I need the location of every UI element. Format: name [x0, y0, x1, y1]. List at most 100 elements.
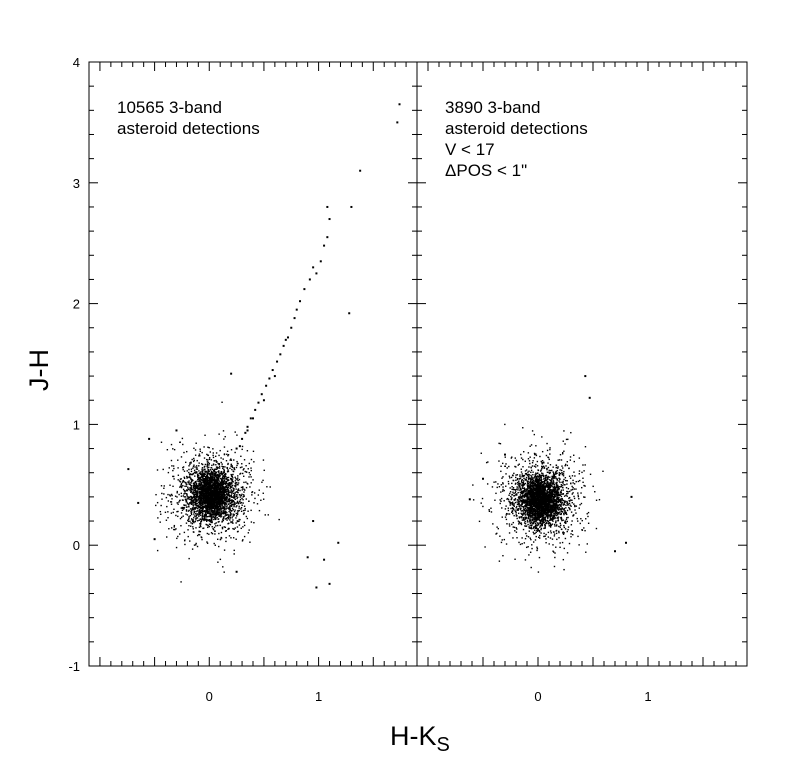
- data-point: [198, 511, 200, 514]
- data-point: [192, 520, 194, 522]
- data-point: [536, 475, 538, 478]
- data-point: [218, 494, 221, 496]
- data-point: [217, 474, 219, 477]
- data-point: [186, 477, 188, 479]
- data-point: [209, 479, 212, 481]
- data-point: [240, 510, 243, 513]
- data-point: [170, 503, 173, 505]
- data-point: [229, 487, 231, 490]
- data-point: [213, 479, 215, 482]
- data-point: [499, 535, 501, 537]
- data-point: [236, 464, 238, 467]
- x-tick-label: 1: [644, 689, 651, 704]
- data-point: [230, 489, 232, 491]
- data-point: [189, 502, 192, 504]
- data-point: [210, 504, 212, 507]
- data-point: [534, 473, 536, 476]
- data-point: [176, 537, 178, 540]
- data-point: [156, 469, 159, 471]
- data-point: [196, 494, 198, 496]
- data-point: [160, 513, 162, 515]
- data-point: [214, 517, 216, 519]
- data-point: [198, 496, 201, 498]
- data-point: [243, 512, 245, 514]
- data-point: [127, 468, 130, 471]
- data-point: [232, 487, 235, 489]
- data-point: [242, 513, 245, 515]
- data-point: [495, 533, 497, 535]
- data-point: [509, 501, 511, 503]
- data-point: [221, 487, 223, 490]
- data-point: [527, 488, 529, 490]
- data-point: [228, 484, 231, 486]
- data-point: [193, 484, 195, 487]
- data-point: [211, 489, 213, 491]
- data-point: [183, 493, 185, 495]
- data-point: [221, 498, 223, 501]
- data-point: [516, 505, 518, 508]
- data-point: [192, 501, 194, 503]
- data-point: [547, 502, 549, 505]
- data-point: [218, 433, 220, 435]
- data-point: [189, 488, 191, 491]
- data-point: [566, 520, 569, 523]
- data-point: [205, 523, 207, 526]
- data-point: [205, 475, 208, 477]
- data-point: [194, 498, 196, 501]
- data-point: [218, 484, 221, 486]
- data-point: [197, 477, 200, 480]
- data-point: [188, 471, 190, 474]
- data-point: [207, 459, 209, 461]
- data-point: [548, 543, 550, 545]
- data-point: [509, 502, 512, 505]
- data-point: [193, 507, 195, 509]
- data-point: [245, 498, 247, 500]
- data-point: [234, 483, 237, 485]
- data-point: [574, 475, 576, 477]
- data-point: [244, 507, 246, 510]
- data-point: [208, 492, 211, 494]
- data-point: [220, 496, 222, 498]
- data-point: [239, 494, 241, 496]
- data-point: [201, 517, 203, 519]
- data-point: [243, 491, 245, 493]
- data-point: [218, 487, 220, 489]
- data-point: [555, 525, 558, 527]
- data-point: [551, 492, 553, 494]
- data-point: [227, 492, 230, 495]
- data-point: [210, 496, 212, 498]
- data-point: [542, 491, 545, 493]
- data-point: [194, 454, 197, 456]
- data-point: [212, 469, 215, 472]
- data-point: [210, 497, 212, 499]
- data-point: [175, 514, 177, 517]
- data-point: [202, 494, 204, 496]
- data-point: [538, 537, 541, 539]
- data-point: [188, 473, 191, 476]
- data-point: [235, 491, 238, 493]
- data-point: [177, 503, 179, 505]
- data-point: [534, 527, 536, 530]
- data-point: [216, 497, 218, 500]
- data-point: [208, 446, 210, 449]
- data-point: [555, 505, 557, 507]
- data-point: [214, 479, 216, 481]
- data-point: [200, 514, 202, 517]
- data-point: [527, 509, 529, 512]
- data-point: [199, 524, 202, 527]
- data-point: [561, 471, 563, 474]
- data-point: [207, 505, 209, 507]
- data-point: [502, 488, 504, 491]
- data-point: [233, 505, 235, 508]
- data-point: [212, 516, 214, 518]
- data-point: [187, 535, 189, 538]
- data-point: [223, 487, 226, 490]
- data-point: [537, 529, 540, 532]
- data-point: [218, 454, 220, 457]
- data-point: [222, 489, 224, 491]
- data-point: [224, 512, 227, 514]
- data-point: [537, 528, 539, 531]
- data-point: [208, 483, 210, 485]
- data-point: [229, 514, 232, 516]
- data-point: [171, 465, 173, 467]
